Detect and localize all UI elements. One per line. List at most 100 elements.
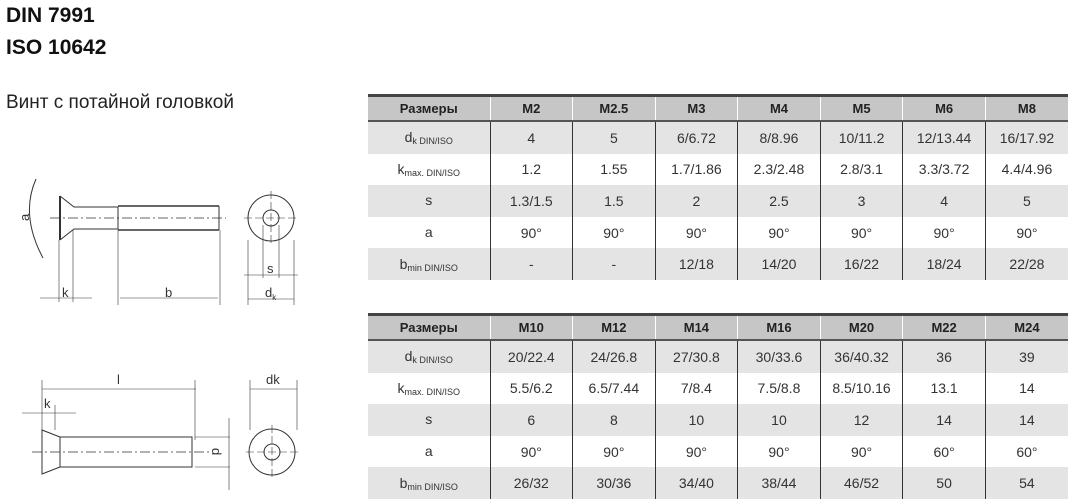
drawing-bottom-side-view — [22, 380, 300, 490]
column-header: M5 — [819, 94, 903, 122]
table-cell: 10 — [654, 404, 738, 436]
table-cell: 90° — [654, 435, 738, 468]
table-cell: 12 — [819, 404, 903, 436]
column-header: M20 — [819, 313, 903, 341]
table-cell: 34/40 — [654, 467, 738, 499]
table-cell: 4 — [902, 185, 986, 217]
row-label: a — [424, 443, 433, 460]
table-cell: 90° — [572, 216, 656, 249]
table-cell: 39 — [984, 340, 1068, 373]
table-cell: 3 — [819, 185, 903, 217]
table-cell: 1.2 — [489, 153, 573, 186]
table-cell: 13.1 — [902, 372, 986, 405]
column-header: M8 — [984, 94, 1068, 122]
table-cell: 6 — [489, 404, 573, 436]
column-header: M16 — [737, 313, 821, 341]
table-cell: 1.7/1.86 — [654, 153, 738, 186]
table-cell: 90° — [984, 216, 1068, 249]
row-label: dk DIN/ISO — [368, 121, 490, 154]
table-cell: 2.3/2.48 — [737, 153, 821, 186]
table-cell: 5 — [572, 121, 656, 154]
table-cell: 90° — [737, 216, 821, 249]
table-cell: 90° — [819, 435, 903, 468]
table-row: a 90° 90° 90° 90° 90° 90° 90° — [368, 216, 1068, 249]
standard-iso: ISO 10642 — [6, 36, 107, 59]
table-cell: 60° — [902, 435, 986, 468]
table-cell: 1.55 — [572, 153, 656, 186]
table-cell: 24/26.8 — [572, 340, 656, 373]
table-cell: 90° — [902, 216, 986, 249]
column-header: M6 — [902, 94, 986, 122]
table-cell: 50 — [902, 467, 986, 499]
table-cell: 7/8.4 — [654, 372, 738, 405]
table-cell: 2.8/3.1 — [819, 153, 903, 186]
row-label: kmax. DIN/ISO — [397, 160, 460, 178]
table-header-row: Размеры M2 M2.5 M3 M4 M5 M6 M8 — [368, 94, 1068, 122]
table-cell: - — [489, 248, 573, 280]
row-label: kmax. DIN/ISO — [397, 379, 460, 397]
table-header-row: Размеры M10 M12 M14 M16 M20 M22 M24 — [368, 313, 1068, 341]
table-cell: 8/8.96 — [737, 121, 821, 154]
label-s: s — [267, 261, 274, 276]
table-cell: 36/40.32 — [819, 340, 903, 373]
drawing-top-side-view — [28, 178, 298, 305]
row-label: dk DIN/ISO — [368, 340, 490, 373]
table-cell: 3.3/3.72 — [902, 153, 986, 186]
table-cell: 30/33.6 — [737, 340, 821, 373]
table-cell: 26/32 — [489, 467, 573, 499]
column-header: M24 — [984, 313, 1068, 341]
table-cell: 1.5 — [572, 185, 656, 217]
table-cell: 1.3/1.5 — [489, 185, 573, 217]
table-cell: 14/20 — [737, 248, 821, 280]
table-cell: 14 — [984, 372, 1068, 405]
table-cell: 8.5/10.16 — [819, 372, 903, 405]
table-row: s 1.3/1.5 1.5 2 2.5 3 4 5 — [368, 185, 1068, 217]
table-cell: 6/6.72 — [654, 121, 738, 154]
screw-drawings: a k b s dk l k dk d — [17, 178, 300, 490]
table-cell: 90° — [489, 435, 573, 468]
table-row: bmin DIN/ISO - -12/18 14/20 16/22 18/24 22/28 — [368, 248, 1068, 280]
table-cell: 90° — [819, 216, 903, 249]
column-header: Размеры — [368, 313, 490, 341]
table-cell: 7.5/8.8 — [737, 372, 821, 405]
label-k: k — [62, 285, 69, 300]
table-cell: 6.5/7.44 — [572, 372, 656, 405]
label-l: l — [117, 372, 120, 387]
label-dk-bottom: dk — [266, 372, 280, 387]
table-cell: 12/13.44 — [902, 121, 986, 154]
table-cell: 38/44 — [737, 467, 821, 499]
table-row: dk DIN/ISO 4 5 6/6.72 8/8.96 10/11.2 12/13.44 1… — [368, 121, 1068, 154]
table-row: kmax. DIN/ISO 5.5/6.2 6.5/7.44 7/8.4 7.5/8.8… — [368, 372, 1068, 405]
table-cell: 90° — [572, 435, 656, 468]
table-cell: 90° — [654, 216, 738, 249]
table-cell: 10 — [737, 404, 821, 436]
table-cell: 16/22 — [819, 248, 903, 280]
table-cell: 4 — [489, 121, 573, 154]
column-header: M2 — [489, 94, 573, 122]
row-label: s — [368, 185, 490, 217]
row-label: bmin DIN/ISO — [368, 467, 490, 499]
table-cell: 36 — [902, 340, 986, 373]
table-cell: 5.5/6.2 — [489, 372, 573, 405]
table-cell: 54 — [984, 467, 1068, 499]
table-cell: 12/18 — [654, 248, 738, 280]
table-row: dk DIN/ISO 20/22.4 24/26.8 27/30.8 30/33.6 36… — [368, 340, 1068, 373]
row-label: a — [424, 224, 433, 241]
column-header: M10 — [489, 313, 573, 341]
table-cell: 20/22.4 — [489, 340, 573, 373]
table-cell: 2 — [654, 185, 738, 217]
table-row: a 90° 90° 90° 90° 90° 60° 60° — [368, 435, 1068, 468]
row-label: s — [368, 404, 490, 436]
standard-din: DIN 7991 — [6, 4, 95, 27]
table-row: s 6 8 10 10 12 14 14 — [368, 404, 1068, 436]
product-title: Винт с потайной головкой — [6, 92, 234, 113]
dimensions-table-m2-m8: Размеры M2 M2.5 M3 M4 M5 M6 M8 dk DIN/ISO 4 5 6/6.7… — [368, 94, 1068, 280]
table-cell: 10/11.2 — [819, 121, 903, 154]
table-cell: - — [572, 248, 656, 280]
table-cell: 60° — [984, 435, 1068, 468]
dimensions-table-m10-m24: Размеры M10 M12 M14 M16 M20 M22 M24 dk DIN/ISO 20… — [368, 313, 1068, 499]
table-cell: 2.5 — [737, 185, 821, 217]
table-cell: 8 — [572, 404, 656, 436]
table-cell: 16/17.92 — [984, 121, 1068, 154]
label-k-bottom: k — [44, 396, 51, 411]
